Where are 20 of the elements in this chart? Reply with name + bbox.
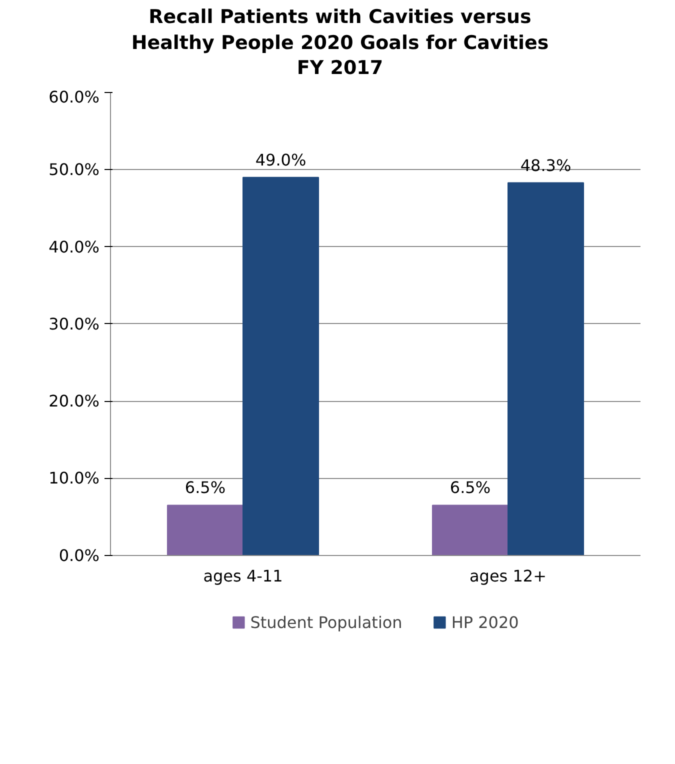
y-tick-label: 10.0% xyxy=(48,468,100,488)
x-tick-label: ages 4-11 xyxy=(203,566,283,586)
y-tick-label: 20.0% xyxy=(48,391,100,410)
y-tick-label: 0.0% xyxy=(58,546,100,565)
bar xyxy=(242,176,320,556)
x-tick-label: ages 12+ xyxy=(470,566,547,586)
data-label: 49.0% xyxy=(255,150,306,170)
bar xyxy=(508,182,584,556)
bar xyxy=(166,504,244,556)
y-tick-label: 40.0% xyxy=(48,237,100,256)
data-label: 48.3% xyxy=(520,156,572,175)
data-label: 6.5% xyxy=(184,478,226,498)
data-label: 6.5% xyxy=(450,478,491,498)
legend-label: Student Population xyxy=(250,612,402,632)
bar xyxy=(432,504,508,556)
y-tick-label: 30.0% xyxy=(48,314,100,334)
y-tick-label: 60.0% xyxy=(48,87,100,106)
chart-title: Recall Patients with Cavities versus Healthy People 2020 Goals for Cavities FY 2017 xyxy=(131,5,549,82)
legend-label: HP 2020 xyxy=(451,612,519,632)
y-tick-label: 50.0% xyxy=(48,160,100,180)
